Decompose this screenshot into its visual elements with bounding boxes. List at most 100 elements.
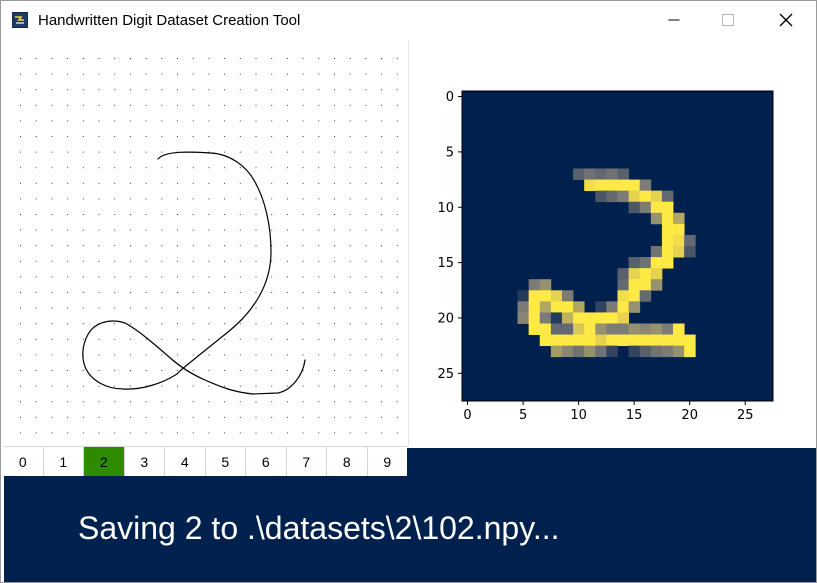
grid-dot	[239, 432, 241, 434]
grid-dot	[224, 292, 226, 293]
digit-button-4[interactable]: 4	[165, 447, 206, 476]
grid-dot	[365, 260, 367, 262]
grid-dot	[129, 432, 131, 434]
heatmap-pixel	[606, 190, 618, 203]
grid-dot	[67, 307, 69, 309]
grid-dot	[20, 167, 21, 169]
grid-dot	[20, 245, 21, 247]
grid-dot	[286, 245, 288, 247]
grid-dot	[302, 323, 304, 325]
grid-dot	[381, 89, 383, 91]
grid-dot	[98, 198, 100, 200]
grid-dot	[177, 323, 178, 325]
handwritten-stroke	[82, 151, 306, 395]
drawing-canvas[interactable]	[3, 40, 407, 446]
grid-dot	[271, 292, 273, 293]
grid-dot	[224, 229, 226, 231]
digit-button-5[interactable]: 5	[206, 447, 246, 476]
heatmap-pixel	[584, 323, 596, 335]
grid-dot	[114, 182, 116, 184]
grid-dot	[82, 245, 84, 247]
grid-dot	[129, 167, 131, 169]
heatmap-pixel	[661, 190, 674, 203]
grid-dot	[365, 136, 367, 137]
grid-dot	[334, 401, 335, 403]
heatmap-pixel	[561, 290, 574, 302]
grid-dot	[318, 370, 320, 371]
grid-dot	[67, 323, 69, 325]
minimize-button[interactable]	[651, 1, 697, 39]
grid-dot	[82, 432, 84, 434]
grid-dot	[334, 167, 335, 169]
digit-button-6[interactable]: 6	[246, 447, 287, 476]
digit-button-7[interactable]: 7	[287, 447, 327, 476]
grid-dot	[239, 338, 241, 340]
grid-dot	[318, 245, 320, 247]
grid-dot	[255, 245, 257, 247]
drawing-surface[interactable]	[3, 40, 407, 446]
grid-dot	[286, 307, 288, 309]
grid-dot	[224, 182, 226, 184]
heatmap-pixel	[539, 323, 552, 335]
grid-dot	[302, 416, 304, 418]
grid-dot	[67, 104, 69, 106]
grid-dot	[161, 323, 163, 325]
grid-dot	[381, 120, 383, 122]
grid-dot	[271, 338, 273, 340]
grid-dot	[349, 120, 351, 122]
grid-dot	[224, 401, 226, 403]
grid-dot	[302, 354, 304, 356]
grid-dot	[161, 354, 163, 356]
grid-dot	[35, 198, 37, 200]
grid-dot	[365, 338, 367, 340]
grid-dot	[334, 276, 335, 278]
grid-dot	[381, 260, 383, 262]
close-button[interactable]	[763, 1, 809, 39]
grid-dot	[82, 370, 84, 371]
digit-button-1[interactable]: 1	[44, 447, 84, 476]
maximize-button[interactable]	[705, 1, 751, 39]
digit-button-8[interactable]: 8	[327, 447, 368, 476]
grid-dot	[192, 104, 194, 106]
digit-button-9[interactable]: 9	[383, 453, 392, 470]
grid-dot	[239, 385, 241, 387]
heatmap-pixel	[561, 334, 574, 347]
heatmap-pixel	[639, 179, 652, 192]
grid-dot	[255, 354, 257, 356]
heatmap-pixel	[595, 190, 607, 203]
grid-dot	[318, 432, 320, 434]
grid-dot	[271, 260, 273, 262]
y-tick-label: 5	[446, 145, 454, 160]
digit-button-3[interactable]: 3	[125, 447, 165, 476]
grid-dot	[396, 401, 398, 403]
grid-dot	[318, 229, 320, 231]
grid-dot	[82, 151, 84, 153]
grid-dot	[98, 260, 100, 262]
digit-button-2[interactable]: 2	[84, 447, 125, 476]
grid-dot	[239, 73, 241, 75]
grid-dot	[318, 120, 320, 122]
grid-dot	[396, 104, 398, 106]
grid-dot	[396, 276, 398, 278]
grid-dot	[239, 182, 241, 184]
grid-dot	[381, 104, 383, 106]
grid-dot	[98, 276, 100, 278]
grid-dot	[396, 338, 398, 340]
grid-dot	[82, 385, 84, 387]
digit-button-0[interactable]: 0	[3, 447, 44, 476]
grid-dot	[177, 120, 178, 122]
grid-dot	[129, 354, 131, 356]
grid-dot	[67, 182, 69, 184]
title-bar[interactable]: Handwritten Digit Dataset Creation Tool	[1, 1, 816, 40]
grid-dot	[239, 120, 241, 122]
grid-dot	[224, 338, 226, 340]
heatmap-pixel	[684, 246, 696, 258]
grid-dot	[208, 354, 210, 356]
grid-dot	[67, 120, 69, 122]
grid-dot	[20, 354, 21, 356]
dot-grid	[20, 58, 398, 434]
heatmap-pixel	[673, 212, 685, 225]
grid-dot	[114, 214, 116, 215]
grid-dot	[98, 416, 100, 418]
grid-dot	[334, 338, 335, 340]
